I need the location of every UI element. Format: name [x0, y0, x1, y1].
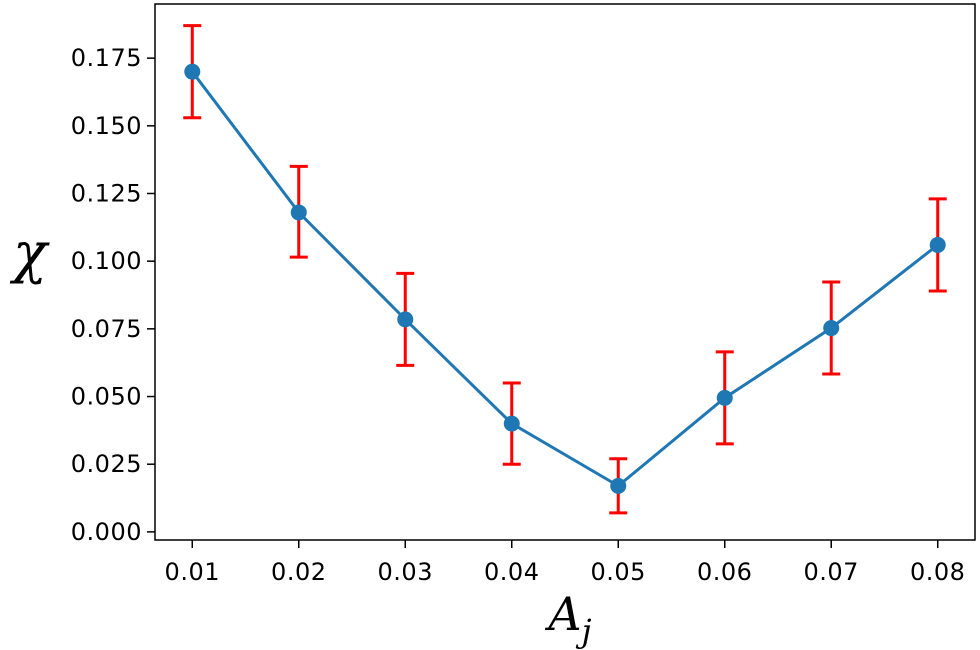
- data-point: [610, 477, 627, 494]
- x-axis-title-main: A: [544, 587, 581, 641]
- data-point: [184, 63, 201, 80]
- y-tick-label: 0.150: [71, 112, 142, 140]
- y-tick-label: 0.125: [71, 179, 142, 207]
- y-tick-label: 0.050: [71, 383, 142, 411]
- data-series: [184, 63, 946, 494]
- x-tick-label: 0.02: [271, 558, 326, 586]
- x-tick-label: 0.08: [910, 558, 965, 586]
- y-tick-label: 0.100: [71, 247, 142, 275]
- data-point: [823, 320, 840, 337]
- error-bars: [183, 24, 947, 515]
- x-tick-label: 0.06: [697, 558, 752, 586]
- x-axis-ticks: 0.01 0.02 0.03 0.04 0.05 0.06 0.07 0.08: [165, 540, 965, 586]
- x-tick-label: 0.01: [165, 558, 220, 586]
- y-tick-label: 0.075: [71, 315, 142, 343]
- y-axis-title: χ: [9, 221, 50, 286]
- y-tick-label: 0.000: [71, 518, 142, 546]
- data-point: [503, 415, 520, 432]
- x-tick-label: 0.04: [484, 558, 539, 586]
- data-point: [716, 389, 733, 406]
- plot-frame: [154, 3, 976, 541]
- x-axis-title: Aj: [544, 587, 591, 650]
- x-tick-label: 0.03: [378, 558, 433, 586]
- y-axis-ticks: 0.000 0.025 0.050 0.075 0.100 0.125 0.150 0.175: [71, 44, 155, 546]
- x-tick-label: 0.07: [804, 558, 859, 586]
- data-point: [397, 311, 414, 328]
- data-point: [290, 204, 307, 221]
- data-point: [929, 236, 946, 253]
- series-line: [191, 70, 939, 488]
- x-tick-label: 0.05: [591, 558, 646, 586]
- y-tick-label: 0.175: [71, 44, 142, 72]
- y-tick-label: 0.025: [71, 450, 142, 478]
